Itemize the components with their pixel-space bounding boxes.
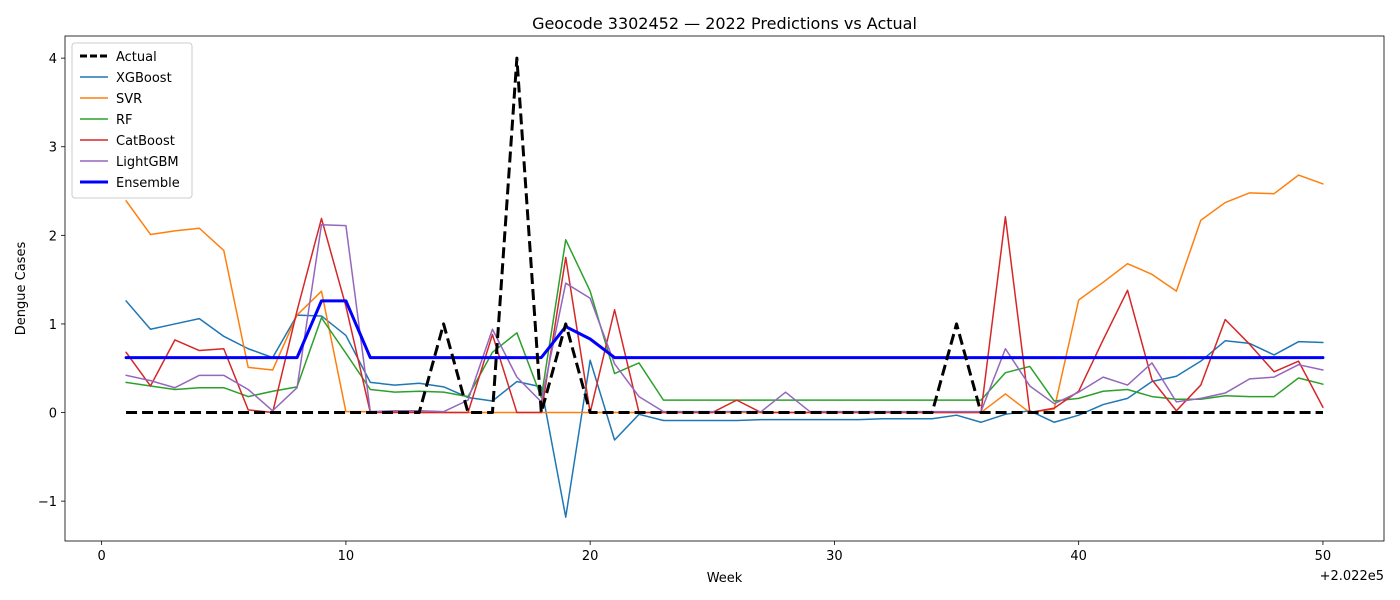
y-axis-label: Dengue Cases (14, 242, 29, 336)
legend-box (71, 42, 193, 199)
y-tick-label: 0 (49, 407, 57, 422)
x-axis: 0 10 20 30 40 50 (97, 541, 1331, 564)
series-line-actual (126, 56, 1323, 415)
series-line-svr (125, 174, 1324, 414)
chart-title: Geocode 3302452 — 2022 Predictions vs Ac… (532, 14, 917, 33)
x-tick-label: 10 (338, 549, 355, 564)
y-axis: −1 0 1 2 3 4 (38, 52, 65, 510)
y-tick-label: 1 (49, 318, 57, 333)
x-tick-label: 40 (1070, 549, 1087, 564)
legend-item-actual: Actual (80, 50, 157, 65)
legend-item-catboost: CatBoost (80, 134, 175, 149)
legend: Actual XGBoost SVR RF CatBoost LightGBM Ensemb… (71, 42, 193, 199)
legend-item-ensemble: Ensemble (80, 176, 180, 191)
legend-item-svr: SVR (80, 92, 142, 107)
y-tick-label: 3 (49, 141, 57, 156)
x-axis-offset-label: +2.022e5 (1320, 569, 1384, 584)
y-tick-label: 2 (49, 229, 57, 244)
x-tick-label: 50 (1315, 549, 1332, 564)
legend-item-xgboost: XGBoost (80, 71, 172, 86)
y-tick-label: 4 (49, 52, 57, 67)
legend-label: LightGBM (116, 155, 179, 170)
legend-item-lightgbm: LightGBM (80, 155, 179, 170)
legend-label: XGBoost (116, 71, 172, 86)
series-line-catboost (125, 215, 1324, 414)
series-line-ensemble (124, 299, 1325, 360)
legend-label: CatBoost (116, 134, 175, 149)
series-line-xgboost (125, 300, 1324, 518)
plot-area (124, 56, 1325, 518)
legend-label: Actual (116, 50, 157, 65)
legend-label: Ensemble (116, 176, 180, 191)
y-tick-label: −1 (38, 495, 57, 510)
x-axis-label: Week (707, 571, 743, 586)
series-line-lightgbm (125, 223, 1324, 413)
legend-label: RF (116, 113, 133, 128)
x-tick-label: 0 (97, 549, 105, 564)
series-line-rf (125, 239, 1324, 402)
legend-item-rf: RF (80, 113, 133, 128)
legend-label: SVR (116, 92, 142, 107)
x-tick-label: 30 (826, 549, 843, 564)
plot-frame (64, 35, 1385, 542)
x-tick-label: 20 (582, 549, 599, 564)
